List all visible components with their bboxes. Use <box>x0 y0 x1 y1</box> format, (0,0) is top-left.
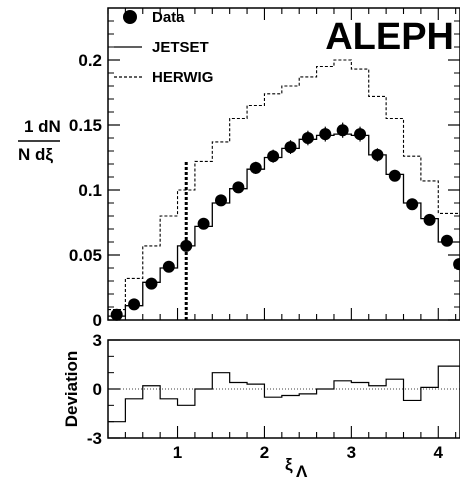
main-y-tick-label: 0.15 <box>69 116 102 135</box>
x-label-subscript: Λ <box>296 462 308 481</box>
deviation-y-axis-label: Deviation <box>62 351 81 428</box>
data-point <box>162 260 175 273</box>
dev-y-tick-label: -3 <box>87 429 102 448</box>
dev-y-tick-label: 0 <box>93 380 102 399</box>
main-y-tick-label: 0.2 <box>78 51 102 70</box>
data-point <box>110 308 123 321</box>
x-label-xi: ξ <box>285 455 293 474</box>
main-y-ticks: 0 0.05 0.1 0.15 0.2 <box>69 8 460 330</box>
data-point <box>284 141 297 154</box>
data-point <box>406 198 419 211</box>
x-tick-label: 2 <box>260 443 269 462</box>
data-point <box>232 181 245 194</box>
deviation-series-group <box>108 365 460 423</box>
data-point <box>354 128 367 141</box>
main-y-axis-label: 1 dN N dξ <box>18 117 61 164</box>
data-point <box>249 161 262 174</box>
deviation-ticks: -3 0 3 1 2 3 4 <box>87 331 457 462</box>
data-point <box>371 148 384 161</box>
x-axis-label: ξ Λ <box>285 455 308 481</box>
y-label-denominator: N dξ <box>18 145 53 164</box>
data-point <box>388 169 401 182</box>
x-tick-label: 1 <box>173 443 182 462</box>
main-y-tick-label: 0.1 <box>78 181 102 200</box>
data-point <box>267 150 280 163</box>
x-tick-label: 4 <box>434 443 444 462</box>
deviation-step-line <box>108 365 460 423</box>
legend: Data JETSET HERWIG <box>114 9 213 86</box>
data-point <box>214 194 227 207</box>
x-tick-label: 3 <box>347 443 356 462</box>
data-point <box>440 234 453 247</box>
dev-y-tick-label: 3 <box>93 331 102 350</box>
legend-data-marker <box>123 10 137 24</box>
legend-data-label: Data <box>152 9 185 26</box>
main-y-tick-label: 0 <box>93 311 102 330</box>
data-point <box>301 132 314 144</box>
chart-title: ALEPH <box>325 16 454 58</box>
data-point <box>453 258 460 271</box>
main-y-tick-label: 0.05 <box>69 246 102 265</box>
data-point <box>423 213 436 226</box>
data-point <box>145 277 158 290</box>
data-point <box>180 239 193 252</box>
main-series-group <box>108 59 460 321</box>
data-point <box>197 217 210 230</box>
herwig-step-line <box>108 59 460 311</box>
data-point <box>319 128 332 141</box>
jetset-step-line <box>108 133 460 317</box>
data-point <box>336 124 349 137</box>
legend-jetset-label: JETSET <box>152 39 209 56</box>
data-point <box>128 298 141 311</box>
deviation-plot-frame <box>107 339 460 439</box>
y-label-numerator: 1 dN <box>24 117 61 136</box>
legend-herwig-label: HERWIG <box>152 69 213 86</box>
